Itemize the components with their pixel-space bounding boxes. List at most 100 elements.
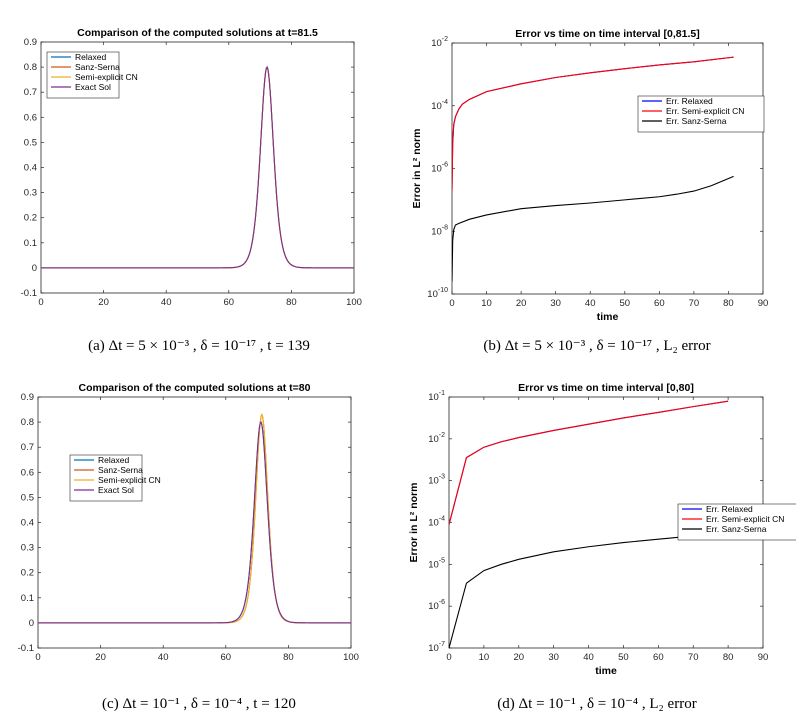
x-tick-label: 80	[283, 652, 294, 663]
x-tick-label: 60	[653, 652, 664, 663]
y-tick-label: 0.1	[21, 593, 34, 604]
legend-box	[46, 51, 120, 99]
y-tick-label: 0.2	[21, 568, 34, 579]
chart-b: Error vs time on time interval [0,81.5] 0…	[398, 0, 788, 323]
legend-label: Semi-explicit CN	[98, 475, 161, 485]
y-tick-label: 0.8	[24, 62, 37, 73]
y-tick-label: 0.7	[24, 87, 37, 98]
y-tick-label: 0.8	[21, 417, 34, 428]
x-tick-label: 10	[479, 652, 490, 663]
x-tick-label: 40	[583, 652, 594, 663]
series-line	[41, 66, 354, 269]
y-tick-label: 0.4	[24, 163, 37, 174]
chart-title: Comparison of the computed solutions at …	[77, 27, 318, 39]
caption-c: (c) Δt = 10⁻¹ , δ = 10⁻⁴ , t = 120	[102, 696, 296, 712]
x-tick-label: 30	[548, 652, 559, 663]
y-tick-label: -0.1	[21, 288, 37, 299]
x-axis-label: time	[597, 311, 619, 323]
legend-label: Err. Sanz-Serna	[666, 116, 727, 126]
series-line	[449, 532, 729, 648]
y-tick-label: 10-6	[428, 599, 445, 612]
legend-label: Err. Relaxed	[706, 504, 753, 514]
x-tick-label: 80	[723, 298, 734, 309]
x-tick-label: 20	[513, 652, 524, 663]
y-tick-label: 10-5	[428, 557, 445, 570]
series-line	[452, 56, 734, 191]
y-tick-label: -0.1	[18, 643, 34, 654]
x-tick-label: 50	[618, 652, 629, 663]
x-tick-label: 80	[723, 652, 734, 663]
legend-label: Err. Semi-explicit CN	[666, 106, 744, 116]
x-tick-label: 40	[158, 652, 169, 663]
y-tick-label: 10-7	[428, 641, 445, 654]
y-tick-label: 0.5	[21, 492, 34, 503]
y-tick-label: 10-2	[431, 36, 448, 49]
legend-label: Err. Sanz-Serna	[706, 524, 767, 534]
series-line	[38, 421, 351, 624]
plot-area	[37, 396, 352, 649]
chart-d: Error vs time on time interval [0,80] 0 10…	[398, 355, 796, 677]
x-tick-label: 0	[35, 652, 40, 663]
x-tick-label: 70	[688, 652, 699, 663]
x-tick-label: 20	[516, 298, 527, 309]
y-tick-label: 0.9	[21, 392, 34, 403]
x-tick-label: 0	[449, 298, 454, 309]
x-tick-label: 0	[446, 652, 451, 663]
chart-c: Comparison of the computed solutions at …	[0, 355, 360, 675]
x-tick-label: 0	[38, 297, 43, 308]
y-tick-label: 10-4	[428, 516, 445, 529]
y-tick-label: 0	[29, 618, 34, 629]
y-tick-label: 0.4	[21, 518, 34, 529]
legend-label: Err. Semi-explicit CN	[706, 514, 784, 524]
x-axis-label: time	[595, 665, 617, 677]
y-tick-label: 0	[32, 263, 37, 274]
y-tick-label: 10-4	[431, 99, 448, 112]
legend-label: Err. Relaxed	[666, 96, 713, 106]
y-tick-label: 0.9	[24, 37, 37, 48]
legend-label: Relaxed	[98, 455, 129, 465]
plot-area	[451, 42, 764, 295]
y-tick-label: 0.6	[24, 112, 37, 123]
y-tick-label: 10-6	[431, 162, 448, 175]
y-tick-label: 10-10	[427, 287, 448, 300]
x-tick-label: 90	[758, 652, 769, 663]
legend-label: Relaxed	[75, 52, 106, 62]
x-tick-label: 100	[346, 297, 362, 308]
x-tick-label: 40	[161, 297, 172, 308]
series-line	[452, 175, 734, 282]
chart-title: Error vs time on time interval [0,80]	[518, 382, 694, 394]
x-tick-label: 100	[343, 652, 359, 663]
x-tick-label: 60	[221, 652, 232, 663]
chart-a: Comparison of the computed solutions at …	[0, 0, 362, 320]
caption-a: (a) Δt = 5 × 10⁻³ , δ = 10⁻¹⁷ , t = 139	[88, 338, 310, 354]
legend-box	[637, 95, 765, 133]
caption-b: (b) Δt = 5 × 10⁻³ , δ = 10⁻¹⁷ , L₂ error	[483, 338, 711, 354]
x-tick-label: 20	[98, 297, 109, 308]
x-tick-label: 10	[481, 298, 492, 309]
legend-label: Sanz-Serna	[75, 62, 120, 72]
y-tick-label: 10-1	[428, 390, 445, 403]
legend-label: Exact Sol	[75, 82, 111, 92]
y-axis-label: Error in L² norm	[408, 483, 420, 563]
legend-label: Sanz-Serna	[98, 465, 143, 475]
x-tick-label: 60	[224, 297, 235, 308]
y-tick-label: 0.3	[24, 188, 37, 199]
caption-d: (d) Δt = 10⁻¹ , δ = 10⁻⁴ , L₂ error	[497, 696, 697, 712]
chart-title: Error vs time on time interval [0,81.5]	[515, 28, 699, 40]
x-tick-label: 40	[585, 298, 596, 309]
y-axis-label: Error in L² norm	[411, 129, 423, 209]
x-tick-label: 90	[758, 298, 769, 309]
y-tick-label: 0.6	[21, 467, 34, 478]
y-tick-label: 0.1	[24, 238, 37, 249]
legend-box	[69, 454, 143, 502]
chart-title: Comparison of the computed solutions at …	[79, 382, 311, 394]
legend-label: Exact Sol	[98, 485, 134, 495]
x-tick-label: 70	[689, 298, 700, 309]
x-tick-label: 80	[286, 297, 297, 308]
y-tick-label: 10-8	[431, 224, 448, 237]
y-tick-label: 0.5	[24, 137, 37, 148]
legend-box	[677, 503, 796, 541]
y-tick-label: 0.2	[24, 213, 37, 224]
x-tick-label: 60	[654, 298, 665, 309]
legend-label: Semi-explicit CN	[75, 72, 138, 82]
